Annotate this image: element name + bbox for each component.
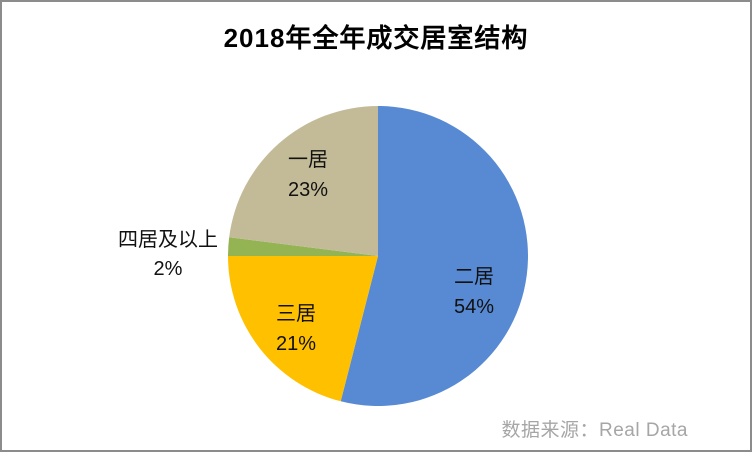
- pie-slice-2: [227, 237, 378, 256]
- pie-slice-0: [340, 106, 528, 406]
- data-source-note: 数据来源：Real Data: [501, 420, 688, 441]
- pie-slice-1: [228, 256, 378, 402]
- chart-title: 2018年全年成交居室结构: [223, 23, 529, 53]
- pie-slice-3: [229, 106, 378, 256]
